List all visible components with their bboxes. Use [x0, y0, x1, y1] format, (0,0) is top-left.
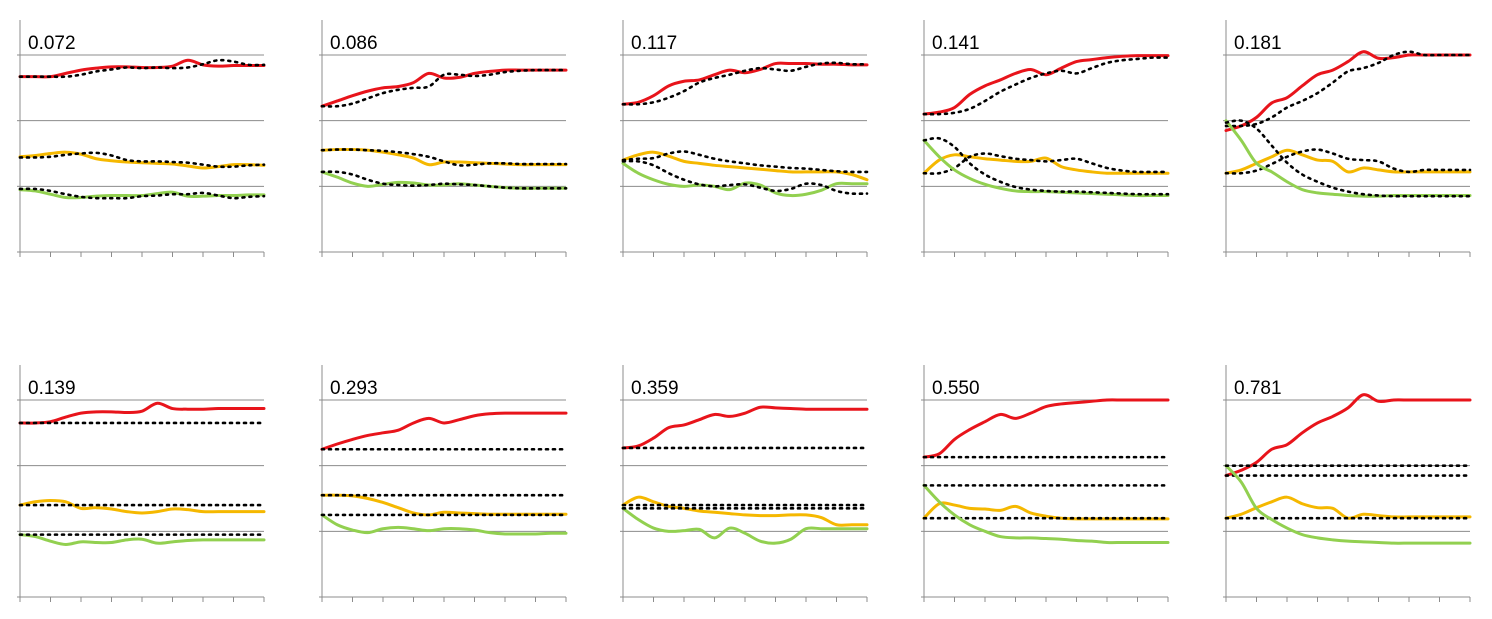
panel-10: 0.781: [1223, 365, 1472, 602]
panel-8: 0.359: [620, 365, 869, 602]
series-line-green: [1224, 119, 1472, 198]
series-line-black-dotted: [18, 187, 266, 200]
panel-9: 0.550: [921, 365, 1170, 602]
panel-title: 0.141: [932, 33, 980, 54]
panel-title: 0.086: [330, 33, 378, 54]
series-line-green: [922, 138, 1170, 198]
series-line-black-dotted: [922, 136, 1170, 196]
series-line-black-dotted: [320, 68, 568, 108]
series-line-red: [18, 58, 266, 79]
panel-1: 0.072: [17, 20, 266, 257]
series-line-green: [18, 188, 266, 200]
series-line-orange: [922, 153, 1170, 175]
panel-2: 0.086: [319, 20, 568, 257]
panel-title: 0.550: [932, 378, 980, 399]
series-line-orange: [320, 493, 568, 517]
series-line-black-dotted: [621, 159, 869, 196]
series-line-black-dotted: [1224, 148, 1472, 175]
series-line-orange: [1224, 148, 1472, 175]
panel-7: 0.293: [319, 365, 568, 602]
series-line-green: [621, 506, 869, 545]
series-line-red: [922, 398, 1170, 459]
panel-title: 0.293: [330, 378, 378, 399]
series-line-green: [320, 513, 568, 536]
series-line-black-dotted: [18, 151, 266, 169]
series-line-orange: [922, 501, 1170, 521]
series-line-green: [1224, 464, 1472, 545]
panel-title: 0.072: [28, 33, 76, 54]
series-line-green: [18, 533, 266, 546]
panel-4: 0.141: [921, 20, 1170, 257]
series-line-red: [18, 401, 266, 425]
series-line-red: [621, 61, 869, 106]
panel-title: 0.781: [1234, 378, 1282, 399]
series-line-red: [1224, 50, 1472, 133]
series-line-green: [922, 483, 1170, 545]
series-line-orange: [18, 150, 266, 170]
series-line-green: [621, 161, 869, 198]
panel-title: 0.181: [1234, 33, 1282, 54]
series-line-red: [1224, 393, 1472, 478]
series-line-black-dotted: [621, 61, 869, 106]
panel-title: 0.117: [631, 33, 677, 54]
series-line-black-dotted: [320, 148, 568, 167]
panel-6: 0.139: [17, 365, 266, 602]
series-line-red: [320, 411, 568, 451]
series-line-black-dotted: [1224, 50, 1472, 128]
panel-5: 0.181: [1223, 20, 1472, 257]
series-line-black-dotted: [18, 58, 266, 79]
panel-title: 0.359: [631, 378, 679, 399]
panel-3: 0.117: [620, 20, 869, 257]
series-line-black-dotted: [320, 170, 568, 190]
series-line-black-dotted: [922, 56, 1170, 116]
series-line-black-dotted: [1224, 119, 1472, 198]
series-line-orange: [18, 498, 266, 515]
series-line-red: [621, 405, 869, 450]
series-line-red: [922, 54, 1170, 116]
series-line-orange: [320, 147, 568, 167]
panel-title: 0.139: [28, 378, 76, 399]
series-line-orange: [621, 495, 869, 527]
series-line-black-dotted: [621, 150, 869, 174]
